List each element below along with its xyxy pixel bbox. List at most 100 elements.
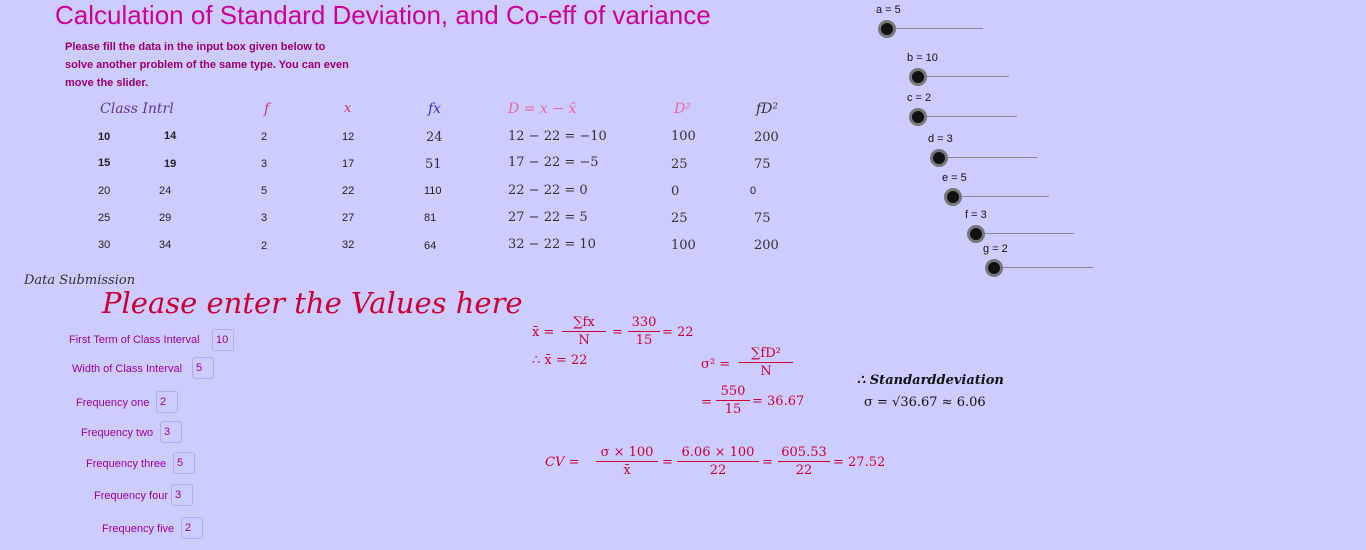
table-cell-x: 12 [342, 131, 355, 143]
variance-denominator: N [760, 364, 772, 379]
frequency-two-label: Frequency two [81, 427, 154, 439]
first-term-label: First Term of Class Interval [69, 334, 200, 346]
table-cell-x: 27 [342, 212, 355, 224]
table-cell-deviation: 32 − 22 = 10 [508, 237, 596, 252]
cv-equals-1: = [662, 455, 673, 470]
page-title: Calculation of Standard Deviation, and C… [55, 0, 711, 30]
cv-fraction-simplified: 605.53 22 [778, 445, 830, 478]
mean-equals: = [612, 325, 623, 340]
table-cell-lower: 25 [98, 212, 111, 224]
table-cell-upper: 19 [164, 158, 177, 170]
header-d-squared: D² [674, 101, 691, 117]
table-cell-lower: 15 [98, 157, 111, 169]
slider-b-label: b = 10 [907, 52, 938, 64]
mean-numeric-denominator: 15 [635, 333, 653, 348]
slider-d-track[interactable] [939, 157, 1037, 158]
table-cell-f: 5 [261, 185, 268, 197]
slider-a-track[interactable] [887, 28, 983, 29]
table-cell-lower: 30 [98, 239, 111, 251]
table-cell-d-squared: 25 [671, 157, 688, 172]
table-cell-fd-squared: 200 [754, 130, 779, 145]
cv-fraction-symbolic: σ × 100 x̄ [596, 445, 658, 478]
table-cell-fx: 51 [425, 157, 442, 172]
mean-therefore: ∴ x̄ = 22 [532, 353, 588, 368]
table-cell-upper: 24 [159, 185, 172, 197]
frequency-one-input[interactable]: 2 [156, 391, 178, 413]
frequency-two-input[interactable]: 3 [160, 421, 182, 443]
table-cell-fx: 64 [424, 240, 437, 252]
table-cell-x: 22 [342, 185, 355, 197]
slider-b-track[interactable] [918, 76, 1009, 77]
table-cell-upper: 29 [159, 212, 172, 224]
slider-c-label: c = 2 [907, 92, 932, 104]
slider-d-handle[interactable] [930, 149, 948, 167]
slider-e-track[interactable] [953, 196, 1049, 197]
variance-fraction-symbolic: ∑fD² N [739, 346, 793, 379]
cv-result: = 27.52 [833, 455, 886, 470]
frequency-four-input[interactable]: 3 [171, 484, 193, 506]
variance-equals: = [701, 395, 712, 410]
table-cell-d-squared: 25 [671, 211, 688, 226]
table-cell-deviation: 17 − 22 = −5 [508, 155, 599, 170]
table-cell-d-squared: 100 [671, 129, 696, 144]
table-cell-d-squared: 0 [671, 184, 680, 199]
table-cell-x: 32 [342, 239, 355, 251]
frequency-three-input[interactable]: 5 [173, 452, 195, 474]
mean-numeric-numerator: 330 [628, 315, 660, 332]
table-cell-f: 3 [261, 212, 268, 224]
slider-c-handle[interactable] [909, 108, 927, 126]
class-width-input[interactable]: 5 [192, 357, 214, 379]
header-fd-squared: fD² [756, 101, 779, 117]
table-cell-deviation: 27 − 22 = 5 [508, 210, 588, 225]
cv-equals-2: = [762, 455, 773, 470]
mean-denominator: N [578, 333, 590, 348]
slider-c-track[interactable] [918, 116, 1017, 117]
table-cell-fx: 110 [424, 185, 442, 197]
mean-fraction-numeric: 330 15 [628, 315, 660, 348]
slider-b-handle[interactable] [909, 68, 927, 86]
table-cell-fd-squared: 75 [754, 211, 771, 226]
table-cell-d-squared: 100 [671, 238, 696, 253]
table-cell-fx: 81 [424, 212, 437, 224]
first-term-input[interactable]: 10 [212, 329, 234, 351]
slider-e-handle[interactable] [944, 188, 962, 206]
table-cell-fd-squared: 200 [754, 238, 779, 253]
cv-fraction-numeric: 6.06 × 100 22 [677, 445, 759, 478]
slider-f-track[interactable] [976, 233, 1074, 234]
cv-numerator: σ × 100 [596, 445, 658, 462]
cv-simplified-denominator: 22 [795, 463, 813, 478]
table-cell-fx: 24 [426, 130, 443, 145]
header-deviation: D = x − x̄ [508, 101, 577, 117]
slider-d-label: d = 3 [928, 133, 953, 145]
cv-lhs: CV = [545, 455, 580, 470]
sd-heading: ∴ Standarddeviation [857, 373, 1004, 388]
table-cell-deviation: 22 − 22 = 0 [508, 183, 588, 198]
cv-denominator: x̄ [623, 463, 631, 478]
enter-values-prompt: Please enter the Values here [102, 286, 523, 320]
table-cell-x: 17 [342, 158, 355, 170]
sd-value: σ = √36.67 ≈ 6.06 [864, 395, 986, 410]
frequency-five-label: Frequency five [102, 523, 175, 535]
cv-numeric-denominator: 22 [709, 463, 727, 478]
variance-lhs: σ² = [701, 357, 731, 372]
instructions-line-3: move the slider. [65, 77, 149, 89]
variance-result: = 36.67 [752, 394, 805, 409]
slider-g-track[interactable] [994, 267, 1093, 268]
slider-a-handle[interactable] [878, 20, 896, 38]
table-cell-f: 2 [261, 131, 268, 143]
class-width-label: Width of Class Interval [72, 363, 183, 375]
table-cell-f: 3 [261, 158, 268, 170]
variance-numeric-numerator: 550 [716, 384, 750, 401]
frequency-three-label: Frequency three [86, 458, 167, 470]
variance-numerator: ∑fD² [739, 346, 793, 363]
cv-simplified-numerator: 605.53 [778, 445, 830, 462]
frequency-four-label: Frequency four [94, 490, 168, 502]
table-cell-fd-squared: 75 [754, 157, 771, 172]
instructions-line-1: Please fill the data in the input box gi… [65, 41, 326, 53]
mean-fraction-symbolic: ∑fx N [562, 315, 606, 348]
frequency-five-input[interactable]: 2 [181, 517, 203, 539]
slider-f-handle[interactable] [967, 225, 985, 243]
table-cell-upper: 34 [159, 239, 172, 251]
slider-g-handle[interactable] [985, 259, 1003, 277]
mean-lhs: x̄ = [532, 325, 555, 340]
